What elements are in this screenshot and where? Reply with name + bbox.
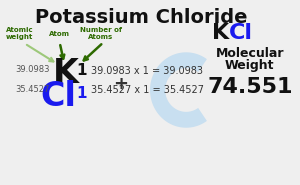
Text: Cl: Cl	[229, 23, 253, 43]
Text: 1: 1	[76, 63, 86, 78]
Text: Weight: Weight	[225, 59, 274, 72]
Text: 74.551: 74.551	[207, 77, 292, 97]
Text: 39.0983: 39.0983	[15, 65, 50, 74]
Text: Number of
Atoms: Number of Atoms	[80, 28, 122, 41]
Text: K: K	[212, 23, 229, 43]
Text: Cl: Cl	[40, 80, 76, 113]
Text: 35.4527 x 1 = 35.4527: 35.4527 x 1 = 35.4527	[91, 85, 204, 95]
Text: Atom: Atom	[49, 31, 70, 37]
Text: Potassium Chloride: Potassium Chloride	[35, 8, 248, 27]
Text: Molecular: Molecular	[216, 47, 284, 60]
Text: 39.0983 x 1 = 39.0983: 39.0983 x 1 = 39.0983	[91, 66, 203, 76]
Text: 35.4527: 35.4527	[15, 85, 49, 94]
Text: +: +	[113, 75, 128, 93]
Text: K: K	[53, 57, 79, 90]
Text: 1: 1	[76, 86, 86, 101]
Text: Atomic
weight: Atomic weight	[6, 28, 34, 41]
PathPatch shape	[150, 52, 207, 128]
